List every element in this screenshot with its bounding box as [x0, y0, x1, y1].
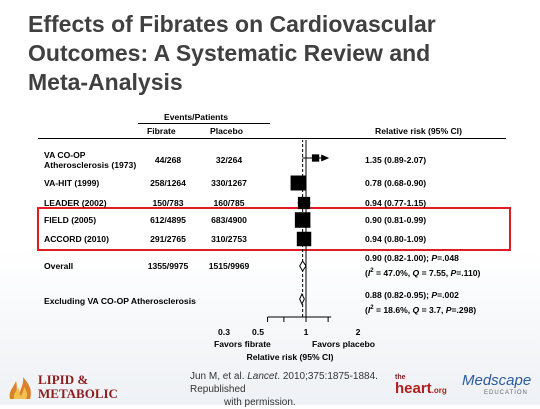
fibrate-count-va-hit: 258/1264 [150, 178, 186, 188]
study-name-leader: LEADER (2002) [44, 198, 107, 208]
citation: Jun M, et al. Lancet. 2010;375:1875-1884… [190, 370, 420, 409]
rr-text-leader: 0.94 (0.77-1.15) [365, 198, 427, 208]
medscape-wordmark: Medscape [462, 372, 532, 389]
placebo-count-field: 683/4900 [211, 215, 247, 225]
summary-diamond [299, 260, 307, 272]
point-estimate-square [296, 231, 312, 247]
fibrate-count-accord: 291/2765 [150, 234, 186, 244]
study-name-line: Atherosclerosis (1973) [44, 160, 137, 170]
axis-tick-label: 1 [303, 327, 309, 337]
events-patients-header: Events/Patients [164, 112, 228, 122]
rr-text-excluding: 0.88 (0.82-0.95); P=.002 [365, 290, 459, 300]
rr-text-field: 0.90 (0.81-0.99) [365, 215, 427, 225]
study-name-va-coop: VA CO-OP Atherosclerosis (1973) [44, 150, 136, 170]
axis-tick-label: 2 [355, 327, 361, 337]
placebo-column-header: Placebo [210, 126, 243, 136]
header-rule [38, 138, 506, 139]
study-name-va-hit: VA-HIT (1999) [44, 178, 100, 188]
rr-text-overall: 0.90 (0.82-1.00); P=.048 [365, 253, 459, 263]
rr-stats-excluding: (I2 = 18.6%, Q = 3.7, P=.298) [365, 304, 477, 315]
x-axis-title: Relative risk (95% CI) [246, 352, 334, 362]
placebo-count-leader: 160/785 [213, 198, 245, 208]
summary-diamond [299, 292, 305, 306]
study-name-excluding: Excluding VA CO-OP Atherosclerosis [44, 296, 196, 306]
study-name-field: FIELD (2005) [44, 215, 97, 225]
point-estimate-square [297, 196, 311, 210]
citation-line-2: with permission. [224, 397, 296, 408]
point-estimate-square [290, 175, 306, 191]
rr-text-accord: 0.94 (0.80-1.09) [365, 234, 427, 244]
flame-icon [9, 377, 31, 399]
citation-line-1: Jun M, et al. Lancet. 2010;375:1875-1884… [190, 371, 378, 395]
point-estimate-square [311, 154, 320, 162]
placebo-count-va-hit: 330/1267 [211, 178, 247, 188]
heart-logo-wordmark: heart.org [395, 380, 447, 397]
point-estimate-square [294, 212, 311, 228]
axis-tick-label: 0.3 [218, 327, 230, 337]
heart-logo-the: the [395, 374, 406, 381]
rr-stats-overall: (I2 = 47.0%, Q = 7.55, P=.110) [365, 267, 481, 278]
study-name-overall: Overall [44, 261, 74, 271]
slide-title: Effects of Fibrates on Cardiovascular Ou… [28, 10, 518, 97]
rr-text-va-hit: 0.78 (0.68-0.90) [365, 178, 427, 188]
placebo-count-va-coop: 32/264 [215, 155, 243, 165]
heart-logo-org: .org [431, 386, 447, 395]
fibrate-count-leader: 150/783 [152, 198, 184, 208]
events-header-rule [138, 123, 270, 124]
placebo-count-accord: 310/2753 [211, 234, 247, 244]
study-name-line: VA CO-OP [44, 150, 86, 160]
favors-placebo-label: Favors placebo [312, 339, 376, 349]
title-line-2: Outcomes: A Systematic Review and [28, 40, 431, 66]
fibrate-count-va-coop: 44/268 [154, 155, 182, 165]
ci-arrow [321, 154, 330, 162]
favors-fibrate-label: Favors fibrate [214, 339, 271, 349]
title-line-3: Meta-Analysis [28, 69, 183, 95]
fibrate-column-header: Fibrate [147, 126, 176, 136]
fibrate-count-field: 612/4895 [150, 215, 186, 225]
placebo-count-overall: 1515/9969 [208, 261, 250, 271]
lipid-logo-line-2: METABOLIC [38, 386, 118, 401]
study-name-accord: ACCORD (2010) [44, 234, 109, 244]
highlight-box [37, 207, 511, 251]
axis-tick-label: 0.5 [252, 327, 264, 337]
heart-logo-heart: heart [395, 380, 432, 397]
medscape-education-tagline: EDUCATION [484, 390, 528, 396]
title-line-1: Effects of Fibrates on Cardiovascular [28, 11, 436, 37]
relative-risk-column-header: Relative risk (95% CI) [375, 126, 462, 136]
lipid-logo-line-1: LIPID & [38, 372, 89, 387]
fibrate-count-overall: 1355/9975 [147, 261, 189, 271]
rr-text-va-coop: 1.35 (0.89-2.07) [365, 155, 427, 165]
